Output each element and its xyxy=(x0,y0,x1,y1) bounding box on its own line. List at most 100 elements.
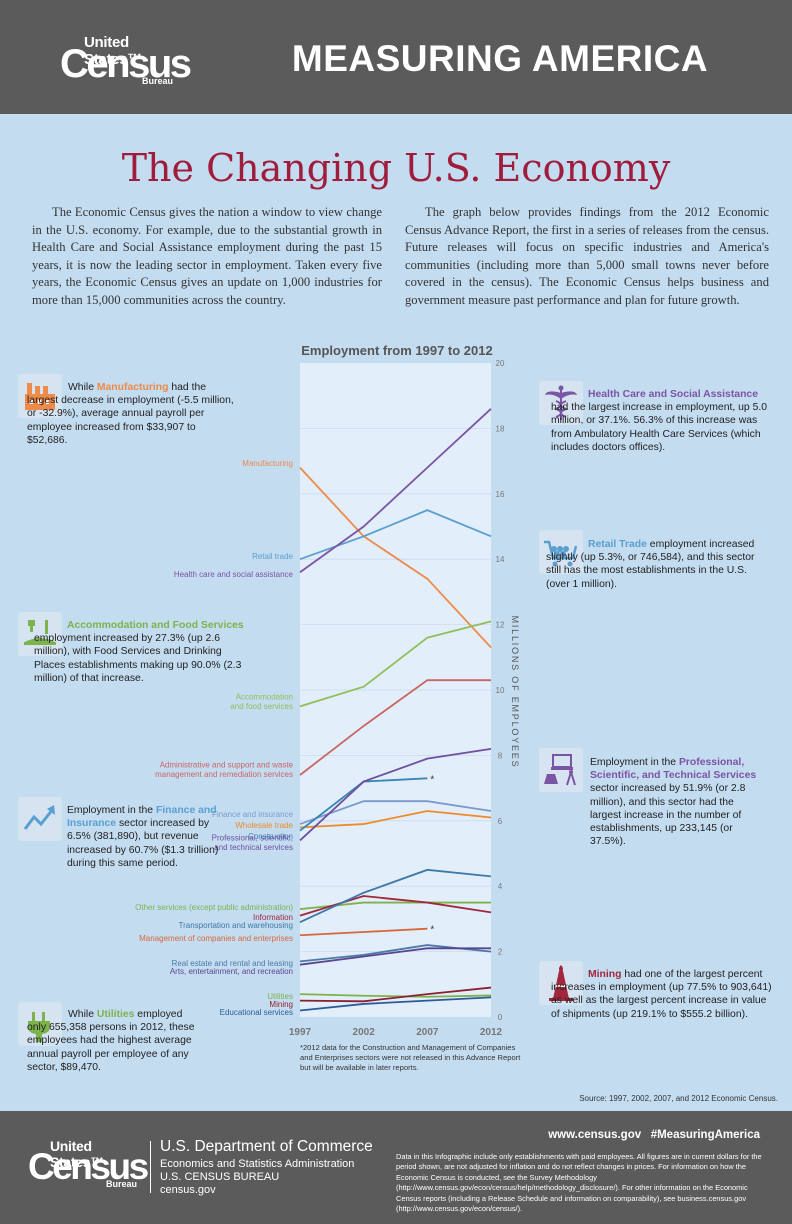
series-line-educational-services xyxy=(299,996,492,1012)
accommodation-callout-post: employment increased by 27.3% (up 2.6 mi… xyxy=(34,633,242,684)
y-axis-label: MILLIONS OF EMPLOYEES xyxy=(510,616,520,769)
series-line-utilities xyxy=(299,993,492,998)
dining-icon xyxy=(18,612,62,656)
series-line-wholesale-trade xyxy=(299,810,492,829)
series-label-professional-scientific-and-technical-services: Professional, scientific, xyxy=(212,834,293,843)
x-tick-label: 2002 xyxy=(353,1027,376,1038)
y-tick-label: 16 xyxy=(496,490,505,499)
accommodation-callout-highlight: Accommodation and Food Services xyxy=(67,620,244,631)
manufacturing-callout-pre: While xyxy=(68,382,97,393)
chart-source: Source: 1997, 2002, 2007, and 2012 Econo… xyxy=(579,1094,778,1103)
footer-bar: United States™ Census Bureau U.S. Depart… xyxy=(0,1111,792,1224)
finance-callout-highlight: Finance and Insurance xyxy=(67,805,217,830)
y-tick-label: 20 xyxy=(496,359,505,368)
health-callout: Health Care and Social Assistance had th… xyxy=(551,388,773,454)
series-line-finance-and-insurance xyxy=(299,800,492,825)
series-line-retail-trade xyxy=(299,509,492,561)
series-label-arts-entertainment-and-recreation: Arts, entertainment, and recreation xyxy=(170,967,293,976)
finance-callout: Employment in the Finance and Insurance … xyxy=(19,804,233,870)
page-title: The Changing U.S. Economy xyxy=(121,146,671,190)
employment-line-chart: * * Manufacturing Retail trade Health care … xyxy=(135,359,520,1038)
utilities-callout-post: employed only 655,358 persons in 2012, t… xyxy=(27,1009,195,1073)
asterisk-mark: * xyxy=(430,925,434,936)
manufacturing-callout-post: had the largest decrease in employment (… xyxy=(27,382,234,446)
retail-callout-highlight: Retail Trade xyxy=(588,539,647,550)
manufacturing-callout: While Manufacturing had the largest decr… xyxy=(27,381,237,447)
series-line-mining xyxy=(299,986,492,1003)
series-label-real-estate-and-rental-and-leasing: Real estate and rental and leasing xyxy=(172,959,293,968)
series-label-other-services-except-public-administration: Other services (except public administra… xyxy=(135,903,293,912)
series-label-health-care-and-social-assistance: Health care and social assistance xyxy=(174,570,294,579)
intro-left: The Economic Census gives the nation a w… xyxy=(32,205,382,307)
x-tick-label: 2007 xyxy=(416,1027,439,1038)
utilities-callout: While Utilities employed only 655,358 pe… xyxy=(27,1008,197,1074)
footer-dept: U.S. Department of Commerce xyxy=(160,1138,373,1155)
utilities-callout-highlight: Utilities xyxy=(96,1009,135,1020)
professional-callout-post: sector increased by 51.9% (or 2.8 millio… xyxy=(590,783,746,848)
intro-right: The graph below provides findings from t… xyxy=(405,205,769,307)
series-line-professional-scientific-and-technical-services xyxy=(299,747,492,842)
footer-disclaimer: Data in this Infographic include only es… xyxy=(396,1152,762,1214)
asterisk-mark: * xyxy=(430,774,434,785)
series-label-administrative-and-support-and-waste-management-and-remediation-services: management and remediation services xyxy=(155,770,293,779)
manufacturing-callout-highlight: Manufacturing xyxy=(96,382,169,393)
series-line-manufacturing xyxy=(299,467,492,649)
professional-callout-pre: Employment in the xyxy=(590,757,679,768)
mining-callout-post: had one of the largest percent increases… xyxy=(551,969,772,1020)
chart-title: Employment from 1997 to 2012 xyxy=(301,343,493,358)
series-label-administrative-and-support-and-waste-management-and-remediation-services: Administrative and support and waste xyxy=(160,761,294,770)
y-tick-label: 14 xyxy=(496,555,505,564)
series-line-management-of-companies-and-enterprises xyxy=(299,927,428,937)
footer-admin: Economics and Statistics Administration xyxy=(160,1158,355,1170)
professional-callout: Employment in the Professional, Scientif… xyxy=(542,756,766,848)
site-title: MEASURING AMERICA xyxy=(291,38,709,79)
series-label-educational-services: Educational services xyxy=(220,1008,293,1017)
series-label-finance-and-insurance: Finance and insurance xyxy=(212,810,293,819)
series-line-accommodation-and-food-services xyxy=(299,620,492,708)
x-tick-label: 1997 xyxy=(289,1027,312,1038)
logo-line2: Census xyxy=(60,42,192,86)
logo-line3: Bureau xyxy=(142,76,174,86)
shopping-cart-icon xyxy=(539,530,583,574)
y-tick-label: 18 xyxy=(496,424,505,433)
retail-callout-post: employment increased slightly (up 5.3%, … xyxy=(546,539,755,590)
series-line-transportation-and-warehousing xyxy=(299,868,492,923)
footer-site-link[interactable]: census.gov xyxy=(160,1184,216,1196)
series-label-accommodation-and-food-services: and food services xyxy=(230,702,293,711)
health-callout-highlight: Health Care and Social Assistance xyxy=(588,389,758,400)
y-tick-label: 12 xyxy=(496,621,505,630)
series-label-professional-scientific-and-technical-services: and technical services xyxy=(214,843,293,852)
footer-logo-line1: United States™ xyxy=(50,1138,104,1170)
accommodation-callout: Accommodation and Food Services employme… xyxy=(34,619,244,685)
oil-rig-icon xyxy=(539,961,583,1005)
caduceus-icon xyxy=(539,381,583,425)
y-tick-label: 4 xyxy=(498,882,503,891)
mining-callout-highlight: Mining xyxy=(588,969,622,980)
professional-callout-highlight: Professional, Scientific, and Technical … xyxy=(590,757,757,782)
y-tick-label: 0 xyxy=(498,1013,503,1022)
series-line-arts-entertainment-and-recreation xyxy=(299,947,491,966)
footer-links[interactable]: www.census.gov #MeasuringAmerica xyxy=(548,1129,760,1141)
series-line-health-care-and-social-assistance xyxy=(299,408,492,574)
footer-bureau: U.S. CENSUS BUREAU xyxy=(160,1171,280,1183)
census-logo[interactable]: United States™ Census Bureau xyxy=(60,34,192,88)
footer-logo-line3: Bureau xyxy=(106,1179,138,1189)
series-label-management-of-companies-and-enterprises: Management of companies and enterprises xyxy=(139,934,293,943)
footer-census-logo[interactable]: United States™ Census Bureau xyxy=(28,1138,149,1192)
retail-callout: Retail Trade employment increased slight… xyxy=(546,538,768,591)
series-label-accommodation-and-food-services: Accommodation xyxy=(236,693,293,702)
series-label-utilities: Utilities xyxy=(267,992,293,1001)
series-label-wholesale-trade: Wholesale trade xyxy=(235,821,293,830)
series-label-construction: Construction xyxy=(248,832,293,841)
factory-icon xyxy=(18,374,62,418)
trend-up-icon xyxy=(18,797,62,841)
plug-icon xyxy=(18,1002,62,1046)
series-line-information xyxy=(299,895,492,917)
health-callout-post: had the largest increase in employment, … xyxy=(551,402,768,453)
x-tick-label: 2012 xyxy=(480,1027,503,1038)
header-bar: United States™ Census Bureau MEASURING A… xyxy=(0,0,792,114)
series-label-retail-trade: Retail trade xyxy=(252,552,293,561)
finance-callout-post: sector increased by 6.5% (381,890), but … xyxy=(67,818,219,869)
y-tick-label: 2 xyxy=(498,948,503,957)
series-label-manufacturing: Manufacturing xyxy=(242,459,293,468)
